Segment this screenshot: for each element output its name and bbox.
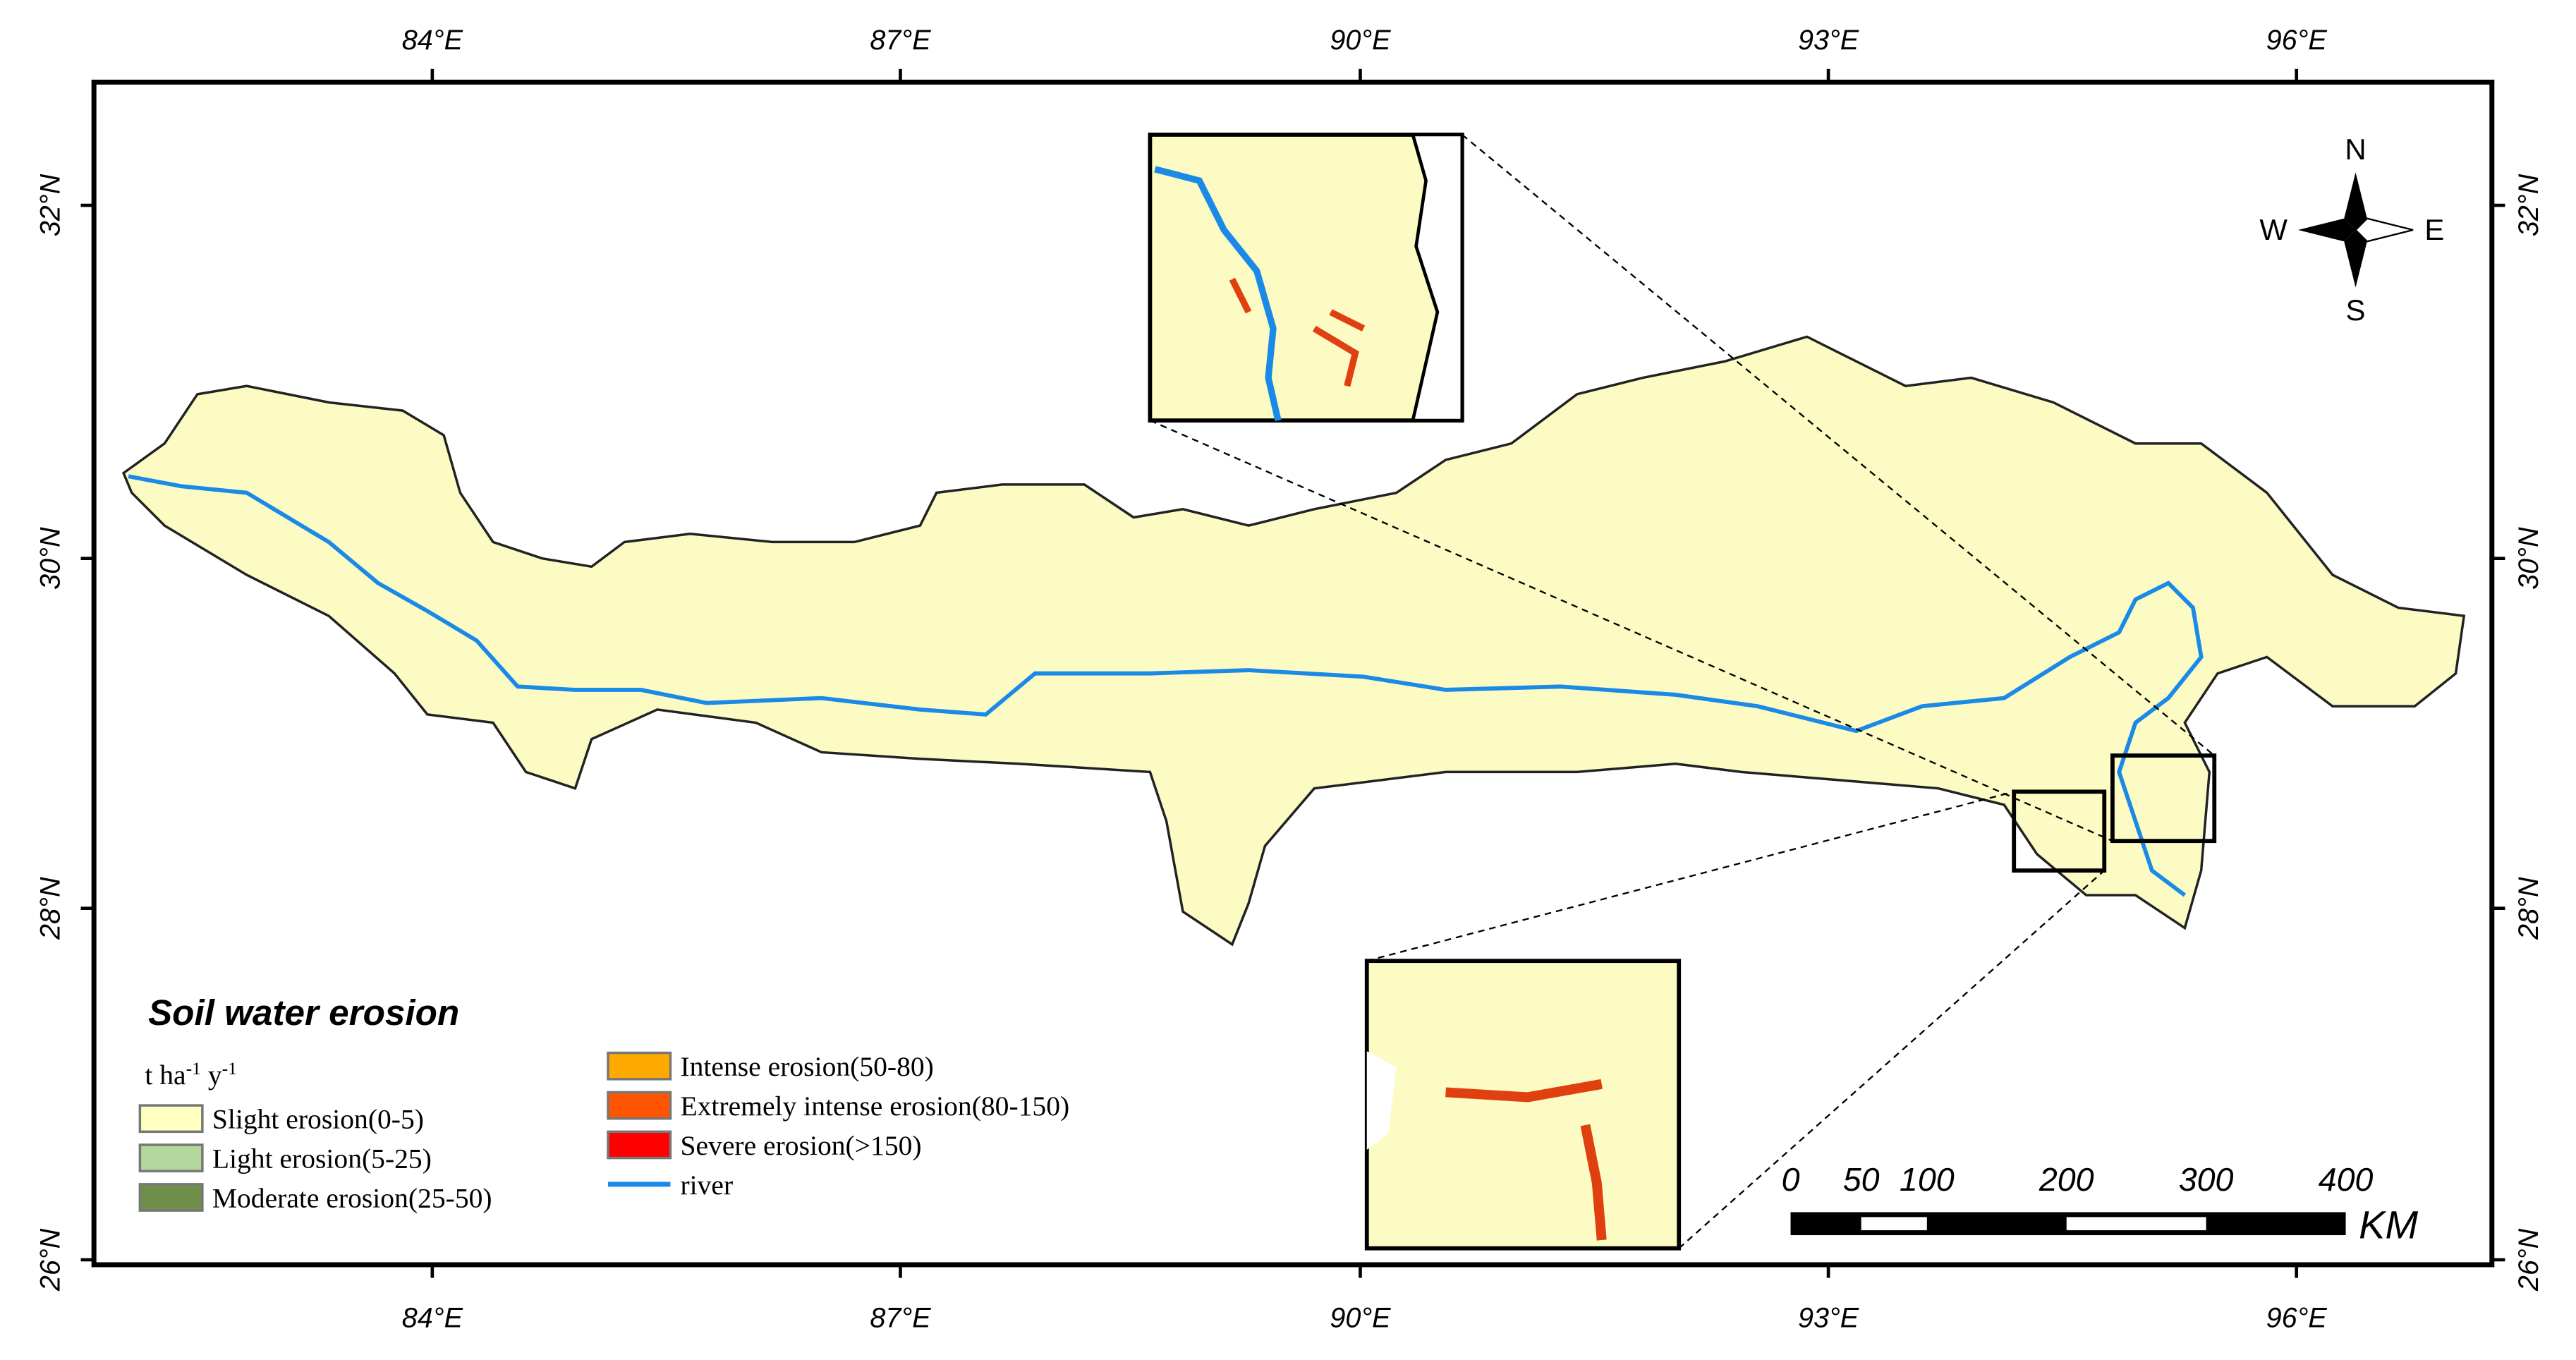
compass-e: E xyxy=(2424,213,2444,246)
lat-label: 30°N xyxy=(2513,527,2544,590)
lon-label: 90°E xyxy=(1330,1302,1391,1333)
inset-top xyxy=(1148,133,1464,423)
lat-label: 28°N xyxy=(35,877,66,940)
legend-swatch xyxy=(607,1091,672,1120)
lon-label: 93°E xyxy=(1798,25,1859,56)
unit-part: -1 xyxy=(222,1058,237,1079)
legend-label: Slight erosion(0-5) xyxy=(212,1104,424,1135)
legend-swatch xyxy=(138,1183,204,1212)
legend-unit: t ha-1 y-1 xyxy=(145,1058,237,1091)
compass-s: S xyxy=(2346,293,2366,327)
legend-swatch xyxy=(138,1104,204,1134)
lat-label: 32°N xyxy=(35,174,66,236)
compass: N S W E xyxy=(2259,133,2444,327)
compass-n: N xyxy=(2345,133,2366,166)
lon-label: 87°E xyxy=(870,1302,931,1333)
lat-label: 26°N xyxy=(2513,1228,2544,1292)
legend-swatch xyxy=(138,1143,204,1172)
inset-bottom xyxy=(1364,959,1682,1251)
scale-bar: 0 50 100 200 300 400 KM xyxy=(1782,1161,2419,1247)
lon-label: 93°E xyxy=(1798,1302,1859,1333)
legend-label: Severe erosion(>150) xyxy=(680,1130,921,1161)
lon-label: 96°E xyxy=(2266,1302,2328,1333)
inset-box xyxy=(2110,753,2217,844)
scale-label: 200 xyxy=(2039,1161,2094,1198)
lon-label: 84°E xyxy=(402,25,463,56)
legend-label: Moderate erosion(25-50) xyxy=(212,1182,492,1213)
legend-label: Extremely intense erosion(80-150) xyxy=(680,1091,1069,1122)
scale-label: 400 xyxy=(2319,1161,2374,1198)
lon-label: 96°E xyxy=(2266,25,2328,56)
scale-unit: KM xyxy=(2359,1203,2418,1247)
lat-label: 32°N xyxy=(2513,174,2544,236)
legend-title: Soil water erosion xyxy=(148,992,459,1033)
lon-label: 87°E xyxy=(870,25,931,56)
lon-label: 84°E xyxy=(402,1302,463,1333)
legend-label: Intense erosion(50-80) xyxy=(680,1051,933,1082)
scale-label: 100 xyxy=(1900,1161,1955,1198)
legend-swatch xyxy=(607,1130,672,1160)
legend-swatch xyxy=(607,1051,672,1081)
unit-part: y xyxy=(201,1060,222,1091)
river xyxy=(128,474,2204,897)
unit-part: -1 xyxy=(186,1058,201,1079)
lat-label: 28°N xyxy=(2513,877,2544,940)
compass-w: W xyxy=(2259,213,2288,246)
lat-label: 30°N xyxy=(35,527,66,590)
legend-label: Light erosion(5-25) xyxy=(212,1143,432,1174)
inset-leaders xyxy=(1149,134,2216,1249)
lat-label: 26°N xyxy=(35,1228,66,1292)
scale-label: 50 xyxy=(1843,1161,1880,1198)
legend-label: river xyxy=(680,1170,733,1201)
inset-box xyxy=(2012,789,2107,873)
legend: Slight erosion(0-5) Light erosion(5-25) Mo… xyxy=(138,1051,1069,1213)
lon-label: 90°E xyxy=(1330,25,1391,56)
graticule-ticks: 84°E 84°E 87°E 87°E 90°E 90°E 93°E 93°E 96°E 96°E… xyxy=(35,25,2544,1334)
basin xyxy=(121,335,2466,947)
scale-label: 0 xyxy=(1782,1161,1800,1198)
unit-part: t ha xyxy=(145,1060,186,1091)
scale-label: 300 xyxy=(2179,1161,2234,1198)
